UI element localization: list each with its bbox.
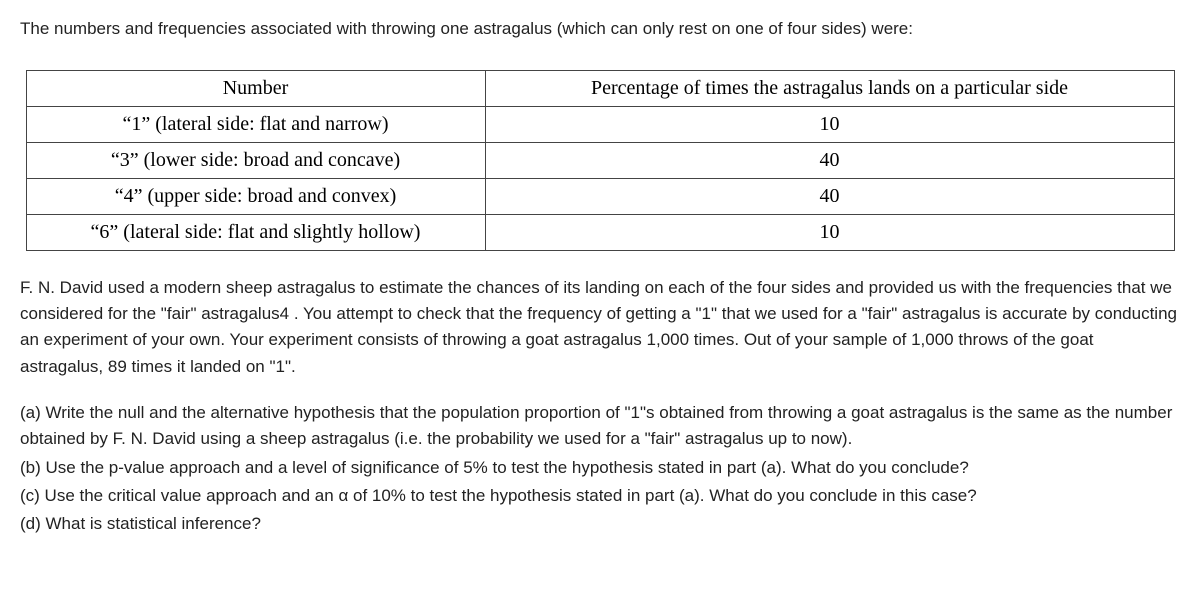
intro-text: The numbers and frequencies associated w… [20, 16, 1180, 42]
question-a: (a) Write the null and the alternative h… [20, 400, 1180, 453]
questions-block: (a) Write the null and the alternative h… [20, 400, 1180, 538]
cell-number: “1” (lateral side: flat and narrow) [26, 106, 485, 142]
table-row: “1” (lateral side: flat and narrow) 10 [26, 106, 1174, 142]
cell-percent: 10 [485, 214, 1174, 250]
probability-table-wrap: Number Percentage of times the astragalu… [20, 70, 1180, 251]
probability-table: Number Percentage of times the astragalu… [26, 70, 1175, 251]
cell-percent: 40 [485, 142, 1174, 178]
table-header-row: Number Percentage of times the astragalu… [26, 70, 1174, 106]
table-row: “3” (lower side: broad and concave) 40 [26, 142, 1174, 178]
page: The numbers and frequencies associated w… [0, 0, 1200, 538]
cell-percent: 10 [485, 106, 1174, 142]
context-paragraph: F. N. David used a modern sheep astragal… [20, 275, 1180, 380]
header-percent: Percentage of times the astragalus lands… [485, 70, 1174, 106]
question-b: (b) Use the p-value approach and a level… [20, 455, 1180, 481]
cell-number: “3” (lower side: broad and concave) [26, 142, 485, 178]
table-row: “6” (lateral side: flat and slightly hol… [26, 214, 1174, 250]
header-number: Number [26, 70, 485, 106]
question-d: (d) What is statistical inference? [20, 511, 1180, 537]
table-row: “4” (upper side: broad and convex) 40 [26, 178, 1174, 214]
cell-number: “6” (lateral side: flat and slightly hol… [26, 214, 485, 250]
cell-percent: 40 [485, 178, 1174, 214]
cell-number: “4” (upper side: broad and convex) [26, 178, 485, 214]
question-c: (c) Use the critical value approach and … [20, 483, 1180, 509]
